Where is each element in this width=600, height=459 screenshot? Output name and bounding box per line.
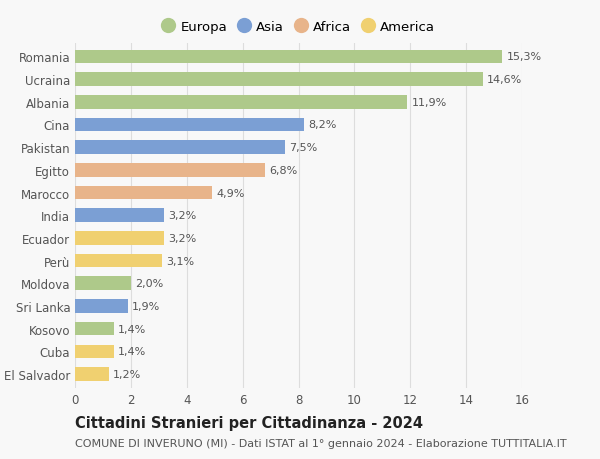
Bar (75, 345, 114, 358)
Text: 1,4%: 1,4% (118, 347, 146, 357)
Bar (75, 95, 407, 109)
Bar (75, 322, 114, 336)
Bar (75, 186, 212, 200)
Text: 6,8%: 6,8% (269, 165, 298, 175)
Text: 1,2%: 1,2% (113, 369, 141, 379)
Text: 11,9%: 11,9% (412, 97, 447, 107)
Text: 2,0%: 2,0% (135, 279, 163, 289)
Text: 1,9%: 1,9% (132, 301, 161, 311)
Bar (75, 209, 164, 223)
Text: 1,4%: 1,4% (118, 324, 146, 334)
Text: 3,1%: 3,1% (166, 256, 194, 266)
Text: 3,2%: 3,2% (169, 233, 197, 243)
Text: 7,5%: 7,5% (289, 143, 317, 153)
Bar (75, 118, 304, 132)
Text: 14,6%: 14,6% (487, 75, 523, 85)
Text: Cittadini Stranieri per Cittadinanza - 2024: Cittadini Stranieri per Cittadinanza - 2… (75, 415, 423, 431)
Legend: Europa, Asia, Africa, America: Europa, Asia, Africa, America (157, 16, 440, 39)
Bar (75, 277, 131, 291)
Bar (75, 368, 109, 381)
Text: COMUNE DI INVERUNO (MI) - Dati ISTAT al 1° gennaio 2024 - Elaborazione TUTTITALI: COMUNE DI INVERUNO (MI) - Dati ISTAT al … (75, 438, 566, 448)
Bar (75, 254, 161, 268)
Bar (75, 300, 128, 313)
Bar (75, 141, 284, 155)
Text: 15,3%: 15,3% (506, 52, 542, 62)
Text: 8,2%: 8,2% (308, 120, 337, 130)
Bar (75, 164, 265, 177)
Bar (75, 73, 483, 87)
Text: 3,2%: 3,2% (169, 211, 197, 221)
Text: 4,9%: 4,9% (216, 188, 244, 198)
Bar (75, 50, 502, 64)
Bar (75, 232, 164, 245)
